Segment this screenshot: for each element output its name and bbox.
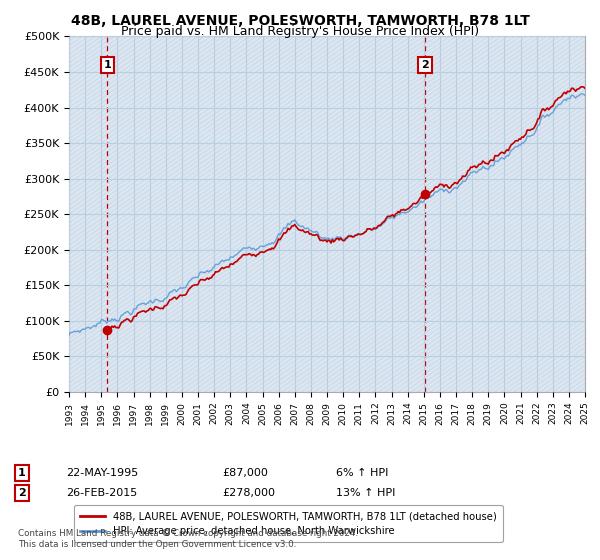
- Legend: 48B, LAUREL AVENUE, POLESWORTH, TAMWORTH, B78 1LT (detached house), HPI: Average: 48B, LAUREL AVENUE, POLESWORTH, TAMWORTH…: [74, 506, 503, 543]
- Text: 1: 1: [18, 468, 26, 478]
- Text: £278,000: £278,000: [222, 488, 275, 498]
- Text: 26-FEB-2015: 26-FEB-2015: [66, 488, 137, 498]
- Text: 6% ↑ HPI: 6% ↑ HPI: [336, 468, 388, 478]
- Text: Contains HM Land Registry data © Crown copyright and database right 2024.
This d: Contains HM Land Registry data © Crown c…: [18, 529, 358, 549]
- Text: 2: 2: [18, 488, 26, 498]
- Text: 13% ↑ HPI: 13% ↑ HPI: [336, 488, 395, 498]
- Text: Price paid vs. HM Land Registry's House Price Index (HPI): Price paid vs. HM Land Registry's House …: [121, 25, 479, 38]
- Text: 22-MAY-1995: 22-MAY-1995: [66, 468, 138, 478]
- Text: 1: 1: [103, 60, 111, 70]
- Text: 2: 2: [421, 60, 429, 70]
- Text: £87,000: £87,000: [222, 468, 268, 478]
- Text: 48B, LAUREL AVENUE, POLESWORTH, TAMWORTH, B78 1LT: 48B, LAUREL AVENUE, POLESWORTH, TAMWORTH…: [71, 14, 529, 28]
